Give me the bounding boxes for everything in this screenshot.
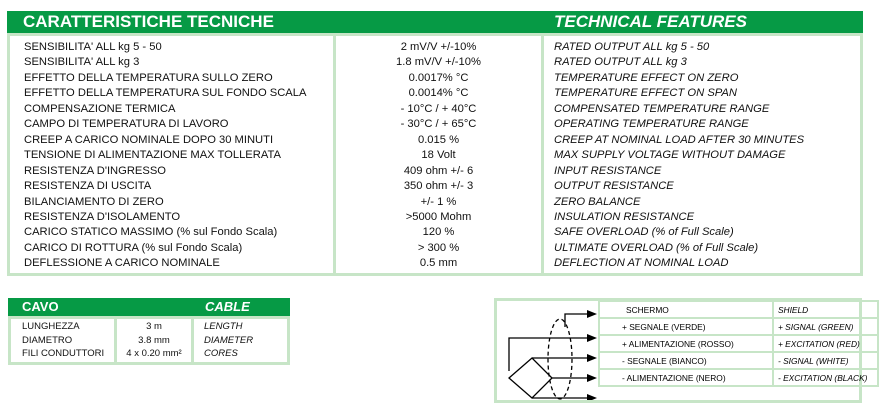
wiring-table: SCHERMO SHIELD + SEGNALE (VERDE) + SIGNAL (… (598, 300, 879, 387)
wire-label-en: + EXCITATION (RED) (771, 334, 879, 353)
divider (114, 318, 117, 362)
spec-value: 0.0014% °C (408, 87, 469, 100)
spec-value: 0.015 % (417, 133, 460, 146)
spec-value: +/- 1 % (420, 195, 457, 208)
specs-header: CARATTERISTICHE TECNICHE TECHNICAL FEATU… (7, 11, 863, 33)
specs-title-en: TECHNICAL FEATURES (554, 12, 747, 31)
cable-label-it: LUNGHEZZA (22, 321, 80, 332)
spec-label-it: RESISTENZA D'ISOLAMENTO (24, 210, 181, 223)
cable-labels-en: LENGTH DIAMETER CORES (204, 320, 253, 361)
spec-value: 2 mV/V +/-10% (400, 41, 477, 53)
spec-label-en: SAFE OVERLOAD (% of Full Scale) (554, 226, 734, 239)
wire-row: SCHERMO SHIELD (598, 300, 879, 319)
specs-labels-en: RATED OUTPUT ALL kg 5 - 50 RATED OUTPUT A… (554, 40, 804, 272)
wire-label-it: - ALIMENTAZIONE (NERO) (598, 368, 774, 387)
cable-values: 3 m 3.8 mm 4 x 0.20 mm² (117, 320, 191, 361)
spec-label-en: TEMPERATURE EFFECT ON ZERO (554, 71, 739, 84)
spec-label-it: TENSIONE DI ALIMENTAZIONE MAX TOLLERATA (24, 149, 281, 162)
cable-table (8, 316, 290, 365)
spec-value: 1.8 mV/V +/-10% (396, 56, 481, 69)
wire-label-en: - EXCITATION (BLACK) (771, 368, 879, 387)
specs-title-it: CARATTERISTICHE TECNICHE (23, 12, 274, 31)
spec-value: > 300 % (417, 241, 460, 254)
cable-title-it: CAVO (22, 299, 59, 314)
spec-value: 0.0017% °C (408, 71, 469, 84)
specs-labels-it: SENSIBILITA' ALL kg 5 - 50 SENSIBILITA' A… (24, 40, 306, 272)
spec-label-it: CREEP A CARICO NOMINALE DOPO 30 MINUTI (24, 133, 274, 146)
spec-label-it: RESISTENZA D'INGRESSO (24, 164, 167, 177)
spec-label-it: EFFETTO DELLA TEMPERATURA SUL FONDO SCAL… (24, 87, 307, 100)
spec-label-it: COMPENSAZIONE TERMICA (24, 102, 176, 115)
divider (333, 36, 336, 273)
wire-label-en: - SIGNAL (WHITE) (771, 351, 879, 370)
spec-label-en: INPUT RESISTANCE (554, 164, 662, 177)
wire-row: + ALIMENTAZIONE (ROSSO) + EXCITATION (RED… (598, 334, 879, 353)
spec-label-en: ZERO BALANCE (554, 195, 641, 208)
spec-value: 409 ohm +/- 6 (403, 164, 474, 177)
cable-value: 4 x 0.20 mm² (126, 348, 182, 359)
spec-label-en: RATED OUTPUT ALL kg 3 (554, 56, 687, 69)
wire-row: + SEGNALE (VERDE) + SIGNAL (GREEN) (598, 317, 879, 336)
spec-label-it: EFFETTO DELLA TEMPERATURA SULLO ZERO (24, 71, 273, 84)
spec-label-en: MAX SUPPLY VOLTAGE WITHOUT DAMAGE (554, 149, 786, 162)
spec-value: - 30°C / + 65°C (400, 118, 477, 131)
spec-label-it: SENSIBILITA' ALL kg 5 - 50 (24, 41, 162, 53)
wire-label-it: - SEGNALE (BIANCO) (598, 351, 774, 370)
spec-value: - 10°C / + 40°C (400, 102, 477, 115)
cable-title-en: CABLE (205, 299, 250, 314)
specs-values: 2 mV/V +/-10% 1.8 mV/V +/-10% 0.0017% °C 0.… (336, 40, 541, 272)
spec-label-en: RATED OUTPUT ALL kg 5 - 50 (554, 41, 710, 53)
cable-labels-it: LUNGHEZZA DIAMETRO FILI CONDUTTORI (22, 320, 104, 361)
spec-value: >5000 Mohm (405, 210, 472, 223)
spec-label-en: OPERATING TEMPERATURE RANGE (554, 118, 749, 131)
spec-label-en: COMPENSATED TEMPERATURE RANGE (554, 102, 770, 115)
spec-label-en: CREEP AT NOMINAL LOAD AFTER 30 MINUTES (554, 133, 805, 146)
wire-row: - ALIMENTAZIONE (NERO) - EXCITATION (BLAC… (598, 368, 879, 387)
spec-value: 0.5 mm (419, 257, 458, 270)
wire-row: - SEGNALE (BIANCO) - SIGNAL (WHITE) (598, 351, 879, 370)
spec-label-it: DEFLESSIONE A CARICO NOMINALE (24, 257, 220, 270)
specs-table (7, 33, 863, 276)
bridge-diagram (508, 310, 597, 400)
wire-label-it: SCHERMO (598, 300, 774, 319)
wire-label-it: + SEGNALE (VERDE) (598, 317, 774, 336)
divider (541, 36, 544, 273)
spec-value: 350 ohm +/- 3 (403, 180, 474, 193)
wire-label-en: SHIELD (771, 300, 879, 319)
spec-label-it: RESISTENZA DI USCITA (24, 180, 152, 193)
spec-label-en: TEMPERATURE EFFECT ON SPAN (554, 87, 737, 100)
cable-label-en: CORES (204, 348, 238, 359)
spec-value: 18 Volt (421, 149, 456, 162)
spec-label-en: DEFLECTION AT NOMINAL LOAD (554, 257, 729, 270)
spec-label-en: INSULATION RESISTANCE (554, 210, 695, 223)
cable-label-en: DIAMETER (204, 334, 254, 346)
cable-value: 3.8 mm (138, 334, 170, 346)
wire-label-en: + SIGNAL (GREEN) (771, 317, 879, 336)
spec-label-en: ULTIMATE OVERLOAD (% of Full Scale) (554, 241, 759, 254)
spec-label-en: OUTPUT RESISTANCE (554, 180, 674, 193)
cable-value: 3 m (146, 321, 162, 332)
spec-value: 120 % (422, 226, 455, 239)
spec-label-it: CARICO DI ROTTURA (% sul Fondo Scala) (24, 241, 243, 254)
wire-label-it: + ALIMENTAZIONE (ROSSO) (598, 334, 774, 353)
cable-label-it: FILI CONDUTTORI (22, 348, 105, 359)
spec-label-it: CAMPO DI TEMPERATURA DI LAVORO (24, 118, 229, 131)
spec-label-it: SENSIBILITA' ALL kg 3 (24, 56, 140, 69)
cable-header: CAVO CABLE (8, 298, 290, 316)
divider (191, 318, 194, 362)
spec-label-it: CARICO STATICO MASSIMO (% sul Fondo Scal… (24, 226, 278, 239)
spec-label-it: BILANCIAMENTO DI ZERO (24, 195, 164, 208)
cable-label-it: DIAMETRO (22, 334, 73, 346)
cable-label-en: LENGTH (204, 321, 243, 332)
